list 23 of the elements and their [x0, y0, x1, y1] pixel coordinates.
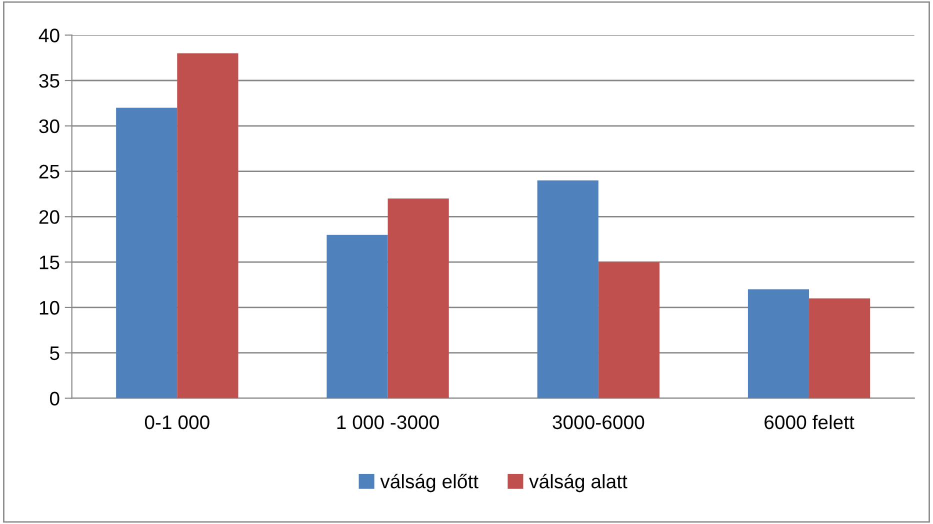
- y-tick-label: 0: [50, 392, 60, 406]
- y-tick-label: 20: [39, 210, 60, 224]
- y-tick-label: 15: [40, 256, 60, 270]
- bar: [809, 298, 870, 398]
- bar: [388, 198, 449, 398]
- bar: [177, 53, 238, 398]
- bar: [748, 289, 810, 398]
- x-tick-label: 1 000 -3000: [337, 415, 439, 430]
- x-tick-label: 3000-6000: [552, 415, 644, 430]
- x-tick-label: 6000 felett: [764, 414, 854, 430]
- bar: [537, 180, 598, 398]
- bar: [116, 108, 178, 398]
- legend-label: válság alatt: [529, 474, 628, 492]
- y-tick-label: 40: [38, 28, 60, 42]
- bar: [598, 262, 660, 398]
- y-tick-label: 30: [39, 119, 60, 134]
- y-tick-label: 5: [50, 346, 60, 360]
- x-tick-label: 0-1 000: [144, 415, 210, 430]
- y-tick-label: 25: [39, 164, 60, 179]
- y-tick-label: 10: [40, 300, 60, 315]
- bar: [326, 234, 388, 398]
- legend-label: válság előtt: [380, 474, 478, 492]
- y-tick-label: 35: [39, 74, 60, 88]
